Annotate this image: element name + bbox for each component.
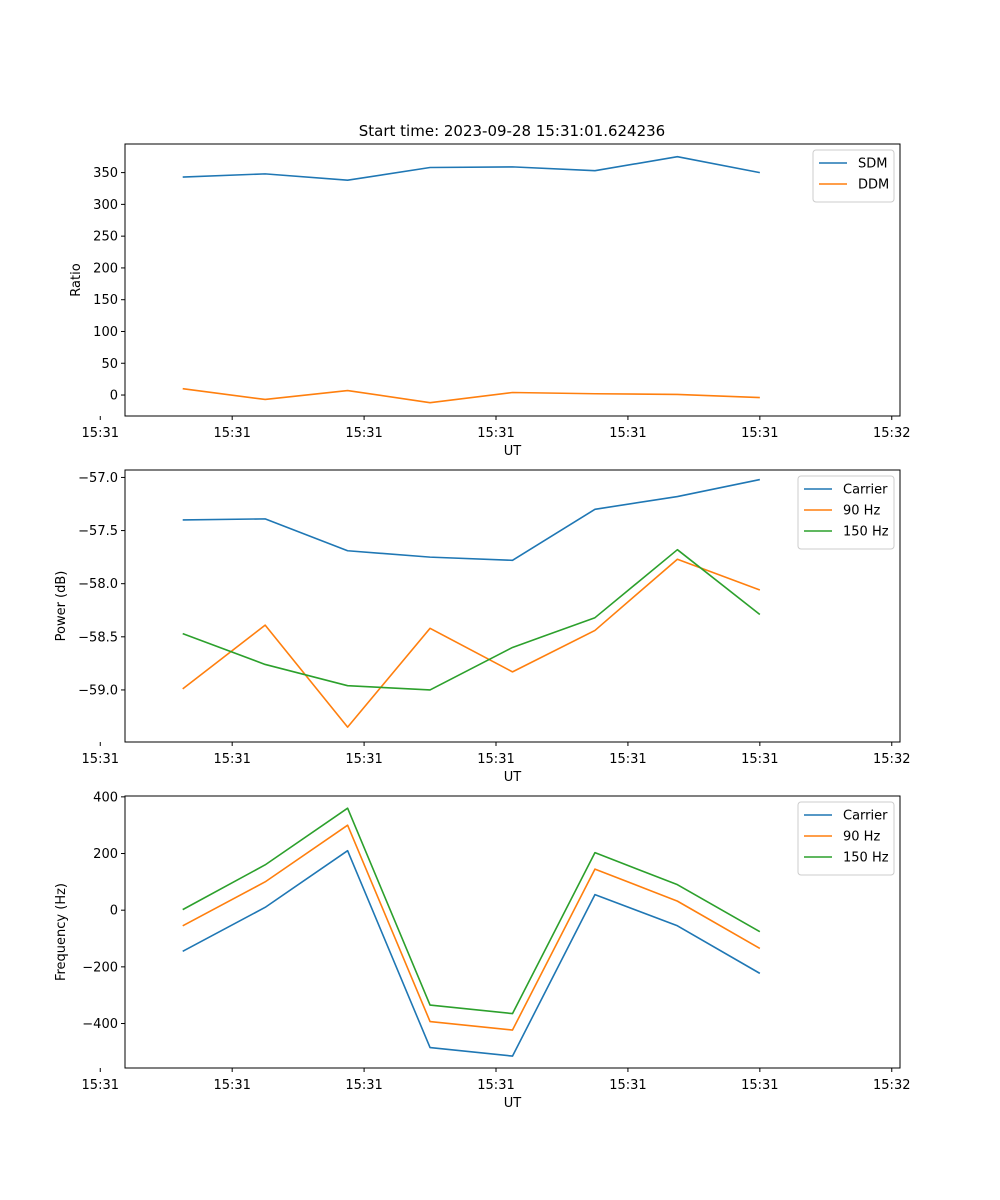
legend-label: SDM [858,157,887,172]
series-ddm [182,387,760,404]
y-tick-label: 250 [93,230,118,245]
y-tick-label: −58.0 [78,577,118,592]
y-tick-label: 400 [93,790,118,805]
x-axis-label: UT [504,444,522,459]
y-tick-label: −200 [82,960,118,975]
legend-label: 150 Hz [843,851,889,866]
series-line [182,849,761,1057]
subplot-ratio: 0 50 100 150 200 250 300 350 15:31 15:31 15:31 15:3… [69,143,910,459]
y-axis-label: Power (dB) [54,571,69,642]
legend-label: Carrier [843,809,888,824]
y-tick-label: 100 [93,325,118,340]
y-tick-label: 200 [93,261,118,276]
subplot-power: −59.0 −58.5 −58.0 −57.5 −57.0 15:31 15:31 15:31… [54,469,910,785]
y-tick-label: 0 [110,904,118,919]
x-tick-label: 15:31 [609,752,646,767]
axes-frame [124,469,901,743]
series-line [182,387,760,404]
legend: SDM DDM [812,149,895,203]
series-line [182,548,761,691]
y-tick-label: 150 [93,293,118,308]
x-tick-label: 15:32 [873,752,910,767]
y-tick-label: 300 [93,198,118,213]
x-tick-label: 15:31 [741,426,778,441]
x-tick-label: 15:31 [609,426,646,441]
x-tick-label: 15:31 [82,426,119,441]
x-tick-label: 15:32 [873,1078,910,1093]
axes-frame [124,795,901,1069]
subplots: 0 50 100 150 200 250 300 350 15:31 15:31 15:31 15:3… [54,143,910,1111]
y-axis-label: Ratio [69,263,84,296]
y-tick-label: 350 [93,166,118,181]
x-axis-label: UT [504,1096,522,1111]
x-tick-label: 15:31 [213,1078,250,1093]
y-axis-label: Frequency (Hz) [54,883,69,981]
x-tick-label: 15:31 [477,426,514,441]
legend: Carrier 90 Hz 150 Hz [797,475,895,550]
x-tick-label: 15:31 [477,752,514,767]
x-tick-label: 15:32 [873,426,910,441]
x-tick-label: 15:31 [345,1078,382,1093]
y-tick-label: −57.0 [78,471,118,486]
legend-label: DDM [858,178,889,193]
series-line [182,824,761,1031]
series-150-hz [182,807,761,1015]
x-tick-label: 15:31 [213,752,250,767]
x-tick-label: 15:31 [345,752,382,767]
y-tick-label: −59.0 [78,683,118,698]
series-line [182,807,761,1015]
y-tick-label: 200 [93,847,118,862]
legend-label: Carrier [843,483,888,498]
series-carrier [182,849,761,1057]
axes-frame [124,143,901,417]
legend: Carrier 90 Hz 150 Hz [797,801,895,876]
series-90-hz [182,824,761,1031]
y-tick-label: −57.5 [78,524,118,539]
x-tick-label: 15:31 [345,426,382,441]
y-tick-label: 50 [101,357,118,372]
x-axis-label: UT [504,770,522,785]
series-line [182,155,760,182]
y-tick-label: −400 [82,1017,118,1032]
series-carrier [182,478,761,562]
x-tick-label: 15:31 [741,1078,778,1093]
x-tick-label: 15:31 [609,1078,646,1093]
x-tick-label: 15:31 [82,752,119,767]
x-tick-label: 15:31 [213,426,250,441]
series-sdm [182,155,760,182]
series-line [182,478,761,562]
x-tick-label: 15:31 [477,1078,514,1093]
figure-title: Start time: 2023-09-28 15:31:01.624236 [359,122,665,140]
x-tick-label: 15:31 [82,1078,119,1093]
series-90-hz [182,558,761,728]
x-tick-label: 15:31 [741,752,778,767]
y-tick-label: −58.5 [78,630,118,645]
subplot-frequency: −400 −200 0 200 400 15:31 15:31 15:31 15:31 15:31… [54,790,910,1111]
legend-label: 90 Hz [843,504,880,519]
series-150-hz [182,548,761,691]
legend-label: 90 Hz [843,830,880,845]
series-line [182,558,761,728]
legend-label: 150 Hz [843,525,889,540]
y-tick-label: 0 [110,389,118,404]
